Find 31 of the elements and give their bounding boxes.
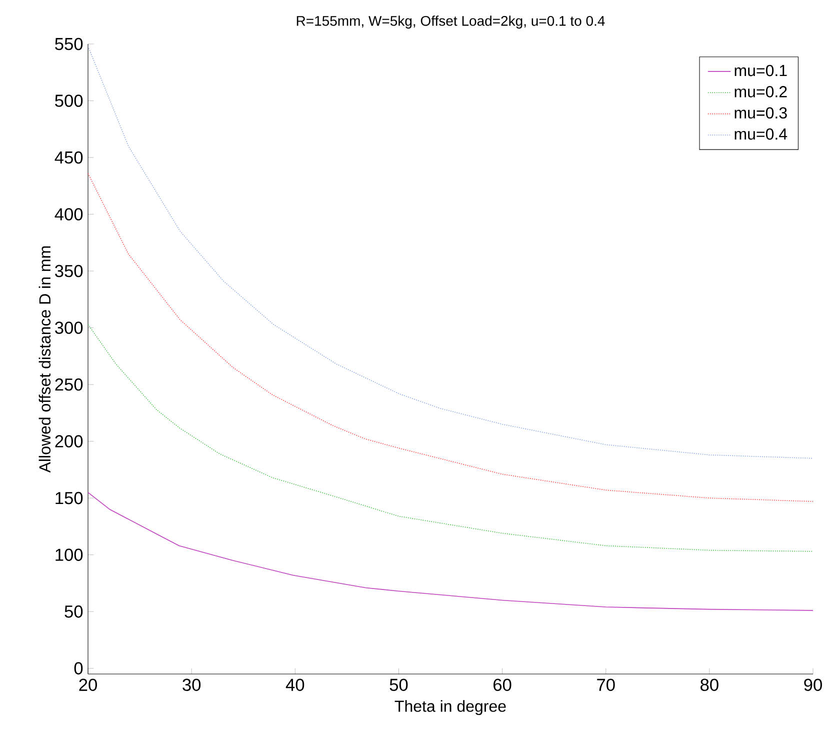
- legend-label: mu=0.2: [734, 86, 787, 98]
- y-tick-label: 200: [55, 435, 83, 448]
- legend-label: mu=0.3: [734, 107, 787, 119]
- legend-label: mu=0.4: [734, 128, 788, 140]
- y-tick-label: 400: [54, 208, 83, 220]
- y-tick-label: 450: [54, 151, 83, 164]
- chart-title: R=155mm, W=5kg, Offset Load=2kg, u=0.1 to 0.4: [296, 16, 605, 29]
- x-tick-label: 20: [79, 678, 97, 691]
- x-tick-label: 50: [390, 678, 408, 691]
- y-tick-label: 50: [64, 605, 83, 618]
- legend-label: mu=0.1: [734, 64, 787, 76]
- y-tick-label: 0: [74, 662, 83, 674]
- line-series: [88, 173, 814, 502]
- line-series: [88, 324, 814, 552]
- line-series: [88, 46, 814, 459]
- y-tick-label: 550: [55, 38, 83, 50]
- line-series: [88, 492, 814, 611]
- y-axis-title: Allowed offset distance D in mm: [38, 246, 51, 473]
- y-tick-label: 100: [56, 548, 83, 561]
- y-tick-label: 250: [55, 378, 83, 391]
- x-axis-title: Theta in degree: [394, 700, 506, 716]
- x-tick-label: 90: [804, 678, 822, 691]
- y-tick-label: 300: [55, 322, 83, 334]
- x-tick-label: 40: [286, 678, 304, 691]
- x-tick-label: 70: [597, 678, 615, 691]
- y-tick-label: 150: [56, 492, 83, 504]
- y-tick-label: 500: [55, 94, 83, 107]
- x-tick-label: 80: [700, 678, 718, 691]
- x-tick-label: 60: [494, 678, 512, 691]
- y-tick-label: 350: [55, 264, 83, 278]
- x-tick-label: 30: [182, 678, 201, 691]
